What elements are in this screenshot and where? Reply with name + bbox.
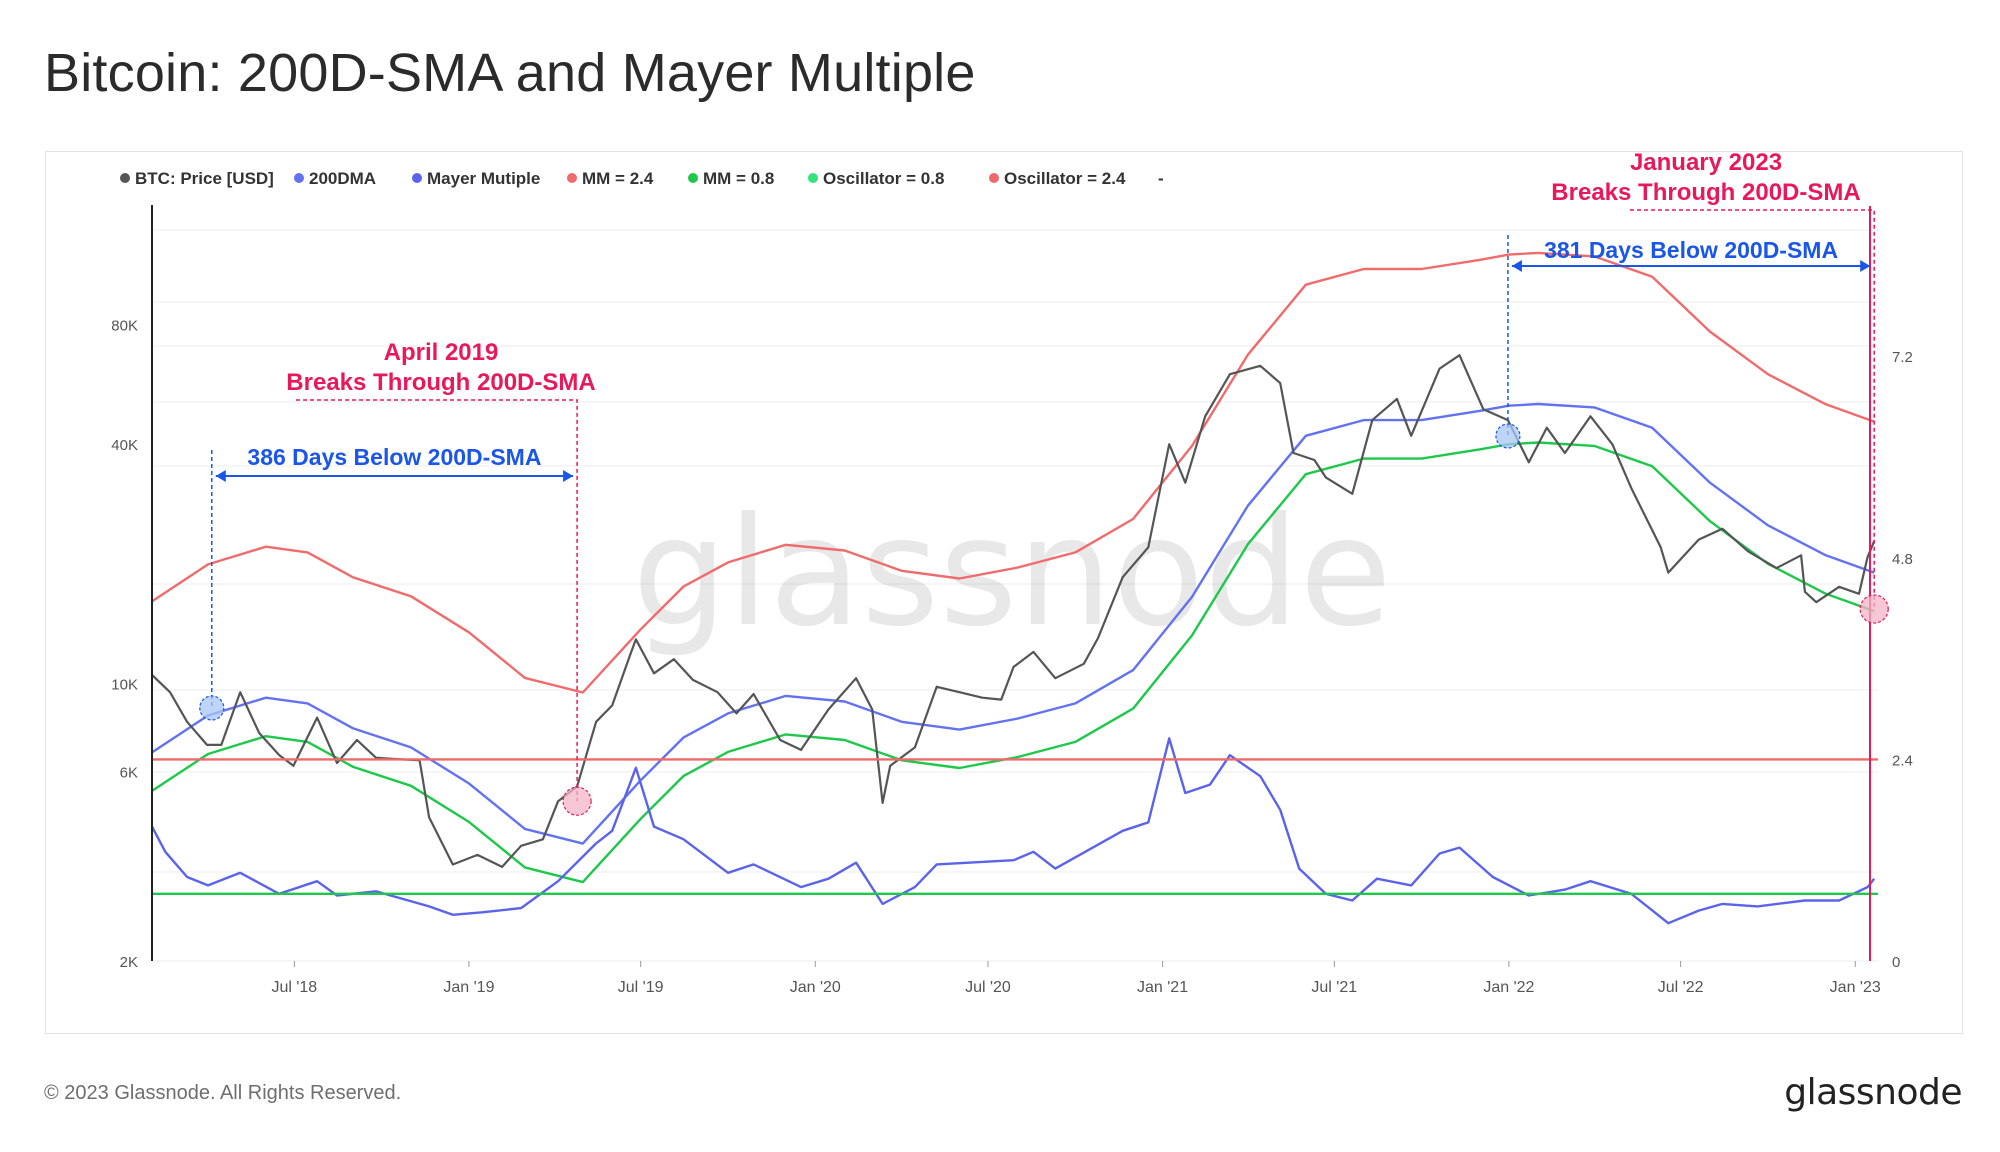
legend-item[interactable]: - — [1158, 169, 1164, 188]
range-label: 386 Days Below 200D-SMA — [247, 444, 541, 470]
legend-item[interactable]: Oscillator = 2.4 — [989, 169, 1126, 188]
x-tick-label: Jan '20 — [790, 979, 841, 996]
glassnode-logo: glassnode — [1784, 1072, 1962, 1113]
series-line-mayer-mutiple — [150, 737, 1876, 925]
legend-label: Mayer Mutiple — [427, 169, 540, 188]
legend-label: MM = 0.8 — [703, 169, 774, 188]
legend-label: 200DMA — [309, 169, 376, 188]
axes-layer: 2K 6K 10K 40K 80K 0 2.4 4.8 7.2 Jul '18 Jan '19 Jul… — [111, 205, 1913, 996]
chart-frame — [45, 151, 1963, 1034]
breakthrough-marker — [1859, 594, 1889, 624]
x-tick-label: Jul '21 — [1311, 979, 1357, 996]
x-tick-label: Jan '19 — [443, 979, 494, 996]
legend-swatch — [688, 173, 698, 183]
y-left-tick-label: 10K — [111, 676, 138, 693]
y-right-tick-label: 0 — [1892, 954, 1900, 971]
x-tick-label: Jan '21 — [1137, 979, 1188, 996]
range-arrow-head-right — [1860, 260, 1871, 272]
y-left-tick-label: 6K — [120, 764, 138, 781]
legend-item[interactable]: Oscillator = 0.8 — [808, 169, 944, 188]
y-left-tick-label: 40K — [111, 437, 138, 454]
range-arrow-head-left — [215, 470, 226, 482]
watermark-layer: glassnode — [632, 486, 1391, 660]
page-title: Bitcoin: 200D-SMA and Mayer Multiple — [44, 43, 976, 103]
legend-swatch — [808, 173, 818, 183]
range-label: 381 Days Below 200D-SMA — [1544, 237, 1838, 263]
legend-layer: BTC: Price [USD] 200DMA Mayer Mutiple MM = … — [120, 169, 1164, 188]
x-tick-label: Jul '18 — [271, 979, 317, 996]
series-layer — [150, 251, 1878, 925]
legend-item[interactable]: Mayer Mutiple — [412, 169, 540, 188]
range-arrow-head-right — [563, 470, 574, 482]
annotation-layer: April 2019 Breaks Through 200D-SMA 386 Day… — [199, 149, 1889, 816]
copyright-text: © 2023 Glassnode. All Rights Reserved. — [44, 1082, 402, 1104]
annotation-subtitle: Breaks Through 200D-SMA — [286, 369, 595, 396]
legend-label: - — [1158, 169, 1164, 188]
legend-item[interactable]: BTC: Price [USD] — [120, 169, 274, 188]
legend-label: BTC: Price [USD] — [135, 169, 274, 188]
y-right-tick-label: 4.8 — [1892, 551, 1913, 568]
x-tick-label: Jan '23 — [1830, 979, 1881, 996]
x-tick-label: Jul '22 — [1658, 979, 1704, 996]
x-tick-label: Jul '19 — [618, 979, 664, 996]
y-right-tick-label: 7.2 — [1892, 349, 1913, 366]
grid-layer — [152, 229, 1878, 962]
legend-swatch — [120, 173, 130, 183]
range-start-marker — [1495, 423, 1521, 449]
range-arrow-head-left — [1511, 260, 1522, 272]
annotation-leader-line — [296, 399, 578, 802]
x-tick-label: Jan '22 — [1483, 979, 1534, 996]
y-left-tick-label: 80K — [111, 318, 138, 335]
annotation-title: January 2023 — [1630, 149, 1782, 176]
breakthrough-marker — [562, 786, 592, 816]
legend-swatch — [412, 173, 422, 183]
legend-item[interactable]: MM = 2.4 — [567, 169, 654, 188]
legend-label: Oscillator = 2.4 — [1004, 169, 1126, 188]
series-line-btc-price-usd- — [151, 354, 1876, 868]
legend-swatch — [989, 173, 999, 183]
legend-item[interactable]: 200DMA — [294, 169, 376, 188]
legend-swatch — [567, 173, 577, 183]
legend-label: Oscillator = 0.8 — [823, 169, 944, 188]
series-line-mm-0-8 — [151, 441, 1875, 884]
legend-swatch — [294, 173, 304, 183]
legend-item[interactable]: MM = 0.8 — [688, 169, 774, 188]
y-right-tick-label: 2.4 — [1892, 752, 1913, 769]
annotation-subtitle: Breaks Through 200D-SMA — [1551, 179, 1860, 206]
y-left-tick-label: 2K — [120, 954, 138, 971]
range-start-marker — [199, 695, 225, 721]
annotation-title: April 2019 — [384, 339, 499, 366]
watermark-text: glassnode — [632, 486, 1391, 660]
legend-label: MM = 2.4 — [582, 169, 654, 188]
series-line-mm-2-4 — [151, 251, 1875, 694]
x-tick-label: Jul '20 — [965, 979, 1011, 996]
